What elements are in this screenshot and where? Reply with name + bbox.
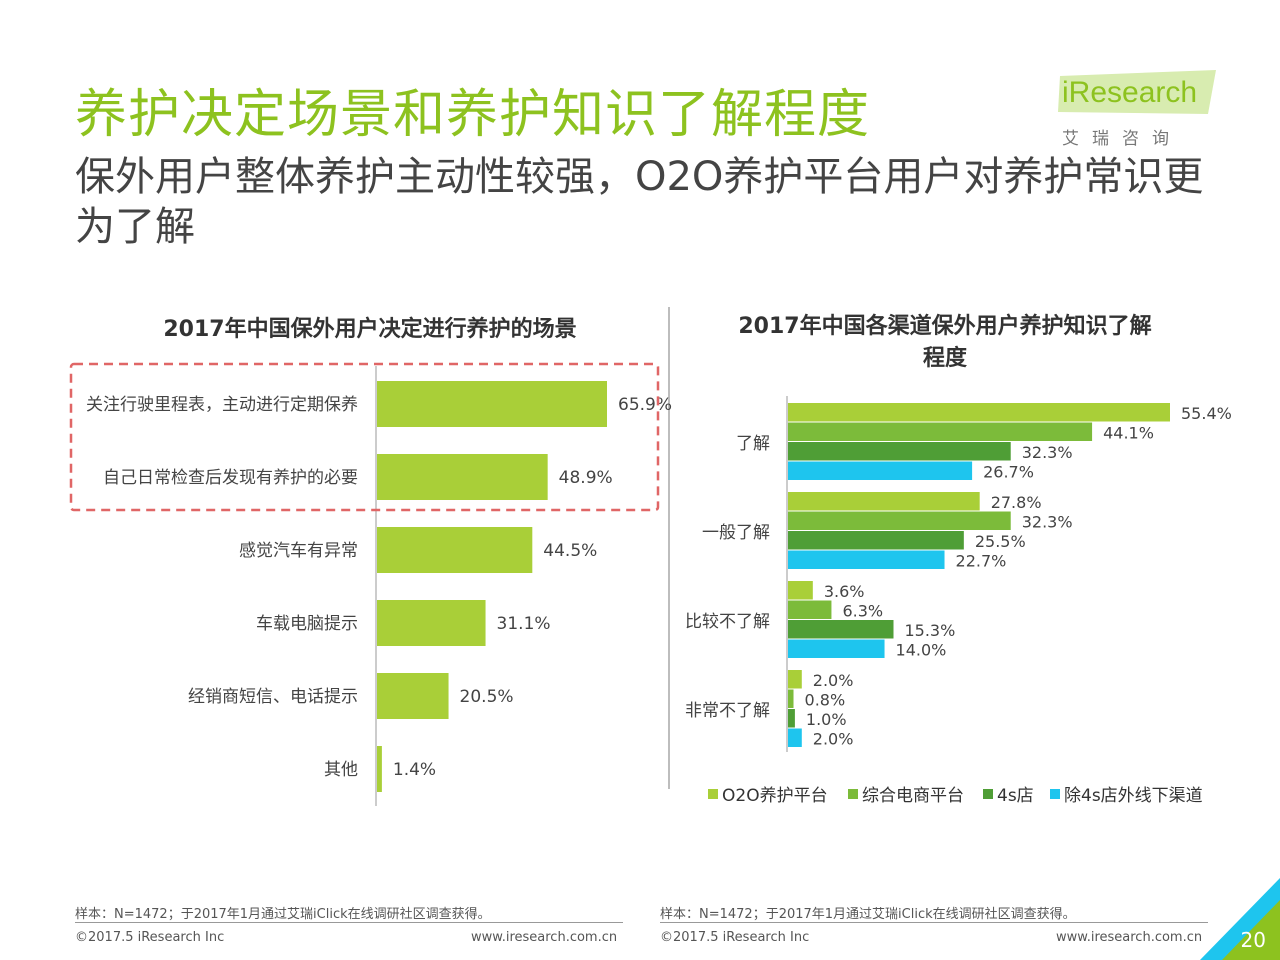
right-chart-legend-label: 综合电商平台	[862, 786, 964, 806]
right-chart-value-label: 32.3%	[1022, 513, 1073, 532]
right-chart-value-label: 22.7%	[956, 552, 1007, 571]
left-chart-value-label: 44.5%	[543, 541, 597, 561]
logo-chinese-text: 艾瑞咨询	[1062, 129, 1182, 149]
right-chart-value-label: 32.3%	[1022, 443, 1073, 462]
copyright-left: ©2017.5 iResearch Inc	[75, 930, 225, 945]
page-subtitle: 保外用户整体养护主动性较强，O2O养护平台用户对养护常识更为了解	[75, 154, 1204, 250]
right-chart-value-label: 2.0%	[813, 730, 854, 749]
left-chart-category-label: 关注行驶里程表，主动进行定期保养	[86, 395, 358, 415]
left-chart-highlight-box	[69, 362, 660, 512]
right-chart-bar	[788, 689, 794, 708]
left-chart-value-label: 48.9%	[559, 468, 613, 488]
right-chart-bar	[788, 639, 885, 658]
right-chart-value-label: 1.0%	[806, 710, 847, 729]
sample-note-left: 样本：N=1472；于2017年1月通过艾瑞iClick在线调研社区调查获得。	[75, 907, 491, 922]
logo-badge-icon	[1058, 70, 1216, 114]
right-chart-legend-swatch	[983, 789, 993, 799]
right-chart-legend-swatch	[708, 789, 718, 799]
left-chart-category-label: 车载电脑提示	[256, 614, 358, 634]
right-chart-value-label: 14.0%	[896, 641, 947, 660]
right-chart-bar	[788, 620, 894, 639]
right-chart-legend-label: O2O养护平台	[722, 786, 828, 806]
page-title: 养护决定场景和养护知识了解程度	[75, 85, 871, 145]
left-chart-bar	[377, 600, 486, 646]
footer-rule-right	[660, 922, 1208, 923]
page-number: 20	[1240, 928, 1266, 952]
left-chart-value-label: 20.5%	[460, 687, 514, 707]
right-chart-bar	[788, 531, 964, 550]
right-chart-bar	[788, 403, 1170, 422]
left-chart-value-label: 1.4%	[393, 760, 436, 780]
chart-divider	[668, 307, 670, 789]
right-chart-bar	[788, 581, 813, 600]
right-chart-value-label: 55.4%	[1181, 404, 1232, 423]
logo-brand-text: iResearch	[1062, 76, 1198, 109]
right-chart-bar	[788, 550, 945, 569]
right-chart-value-label: 25.5%	[975, 532, 1026, 551]
right-chart-category-label: 比较不了解	[685, 612, 770, 632]
right-chart-value-label: 15.3%	[904, 621, 955, 640]
left-chart-category-label: 自己日常检查后发现有养护的必要	[103, 468, 358, 488]
iresearch-logo: iResearch 艾瑞咨询	[1058, 68, 1218, 149]
left-chart-bar	[377, 673, 449, 719]
right-chart-bar	[788, 670, 802, 689]
right-chart-category-label: 了解	[736, 434, 770, 454]
right-chart-bar	[788, 600, 832, 619]
left-chart-title: 2017年中国保外用户决定进行养护的场景	[163, 317, 577, 342]
left-chart-category-label: 经销商短信、电话提示	[188, 687, 358, 707]
right-chart-bar	[788, 511, 1011, 530]
left-chart-bar	[377, 527, 533, 573]
right-chart-legend-label: 4s店	[997, 786, 1034, 806]
right-chart-value-label: 2.0%	[813, 671, 854, 690]
copyright-right: ©2017.5 iResearch Inc	[660, 930, 810, 945]
right-chart-value-label: 44.1%	[1103, 424, 1154, 443]
right-chart-category-label: 非常不了解	[685, 701, 770, 721]
right-chart-title: 2017年中国各渠道保外用户养护知识了解程度	[738, 314, 1152, 371]
right-chart-bar	[788, 461, 973, 480]
right-chart-value-label: 6.3%	[842, 602, 883, 621]
right-chart-bar	[788, 422, 1093, 441]
right-chart-value-label: 27.8%	[991, 493, 1042, 512]
right-chart-bar	[788, 728, 802, 747]
left-chart-value-label: 31.1%	[497, 614, 551, 634]
left-chart-category-label: 感觉汽车有异常	[239, 541, 358, 561]
left-chart-bar	[377, 454, 548, 500]
sample-note-right: 样本：N=1472；于2017年1月通过艾瑞iClick在线调研社区调查获得。	[660, 907, 1076, 922]
right-chart-value-label: 0.8%	[805, 691, 846, 710]
right-chart-category-label: 一般了解	[702, 523, 770, 543]
right-chart-legend-label: 除4s店外线下渠道	[1064, 786, 1203, 806]
right-chart-legend-swatch	[1050, 789, 1060, 799]
right-chart-bar	[788, 709, 795, 728]
left-chart-bar	[377, 381, 607, 427]
url-right: www.iresearch.com.cn	[1056, 930, 1203, 945]
url-left: www.iresearch.com.cn	[471, 930, 618, 945]
left-chart-category-label: 其他	[324, 760, 358, 780]
right-chart-value-label: 3.6%	[824, 582, 865, 601]
right-chart-legend-swatch	[848, 789, 858, 799]
left-chart-bar	[377, 746, 382, 792]
right-chart-bar	[788, 492, 980, 511]
right-chart-value-label: 26.7%	[983, 463, 1034, 482]
footer-rule-left	[75, 922, 623, 923]
right-chart-bar	[788, 442, 1011, 461]
